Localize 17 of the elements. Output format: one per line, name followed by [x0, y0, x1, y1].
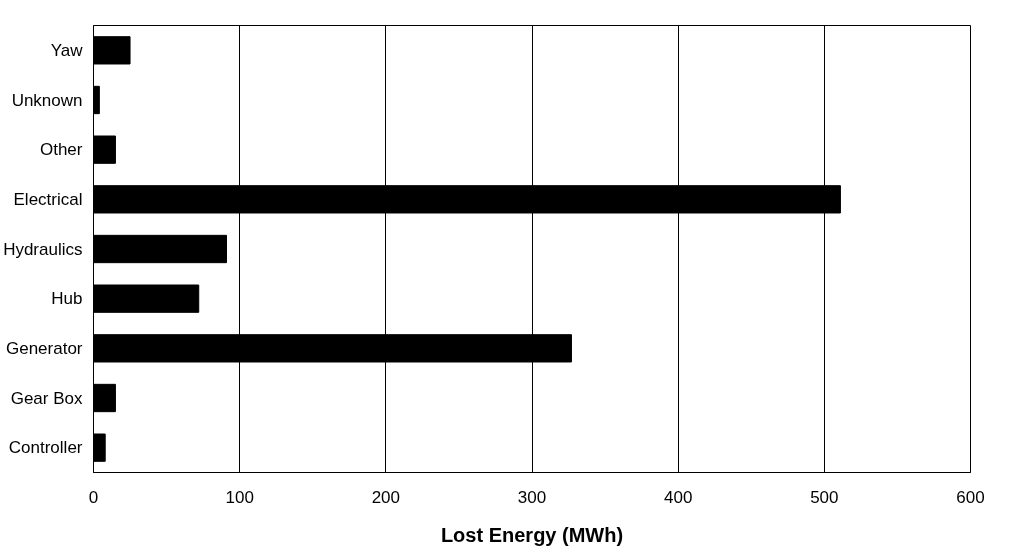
y-tick-label: Controller	[8, 438, 83, 458]
y-tick-label: Unknown	[11, 90, 83, 110]
x-tick-label: 600	[956, 487, 985, 507]
x-axis-title: Lost Energy (MWh)	[440, 523, 624, 546]
y-tick-label: Hub	[51, 289, 83, 309]
x-tick-label: 300	[517, 487, 547, 507]
y-tick-label: Hydraulics	[3, 239, 83, 259]
x-tick-label: 200	[371, 487, 401, 507]
y-tick-label: Yaw	[50, 40, 84, 60]
x-tick-label: 0	[88, 487, 99, 507]
y-tick-label: Generator	[5, 338, 83, 358]
x-tick-label: 100	[225, 487, 254, 507]
y-tick-label: Electrical	[13, 189, 83, 209]
y-tick-label: Gear Box	[10, 388, 83, 408]
x-tick-label: 500	[810, 487, 839, 507]
x-tick-label: 400	[663, 487, 693, 507]
y-tick-label: Other	[39, 140, 83, 160]
